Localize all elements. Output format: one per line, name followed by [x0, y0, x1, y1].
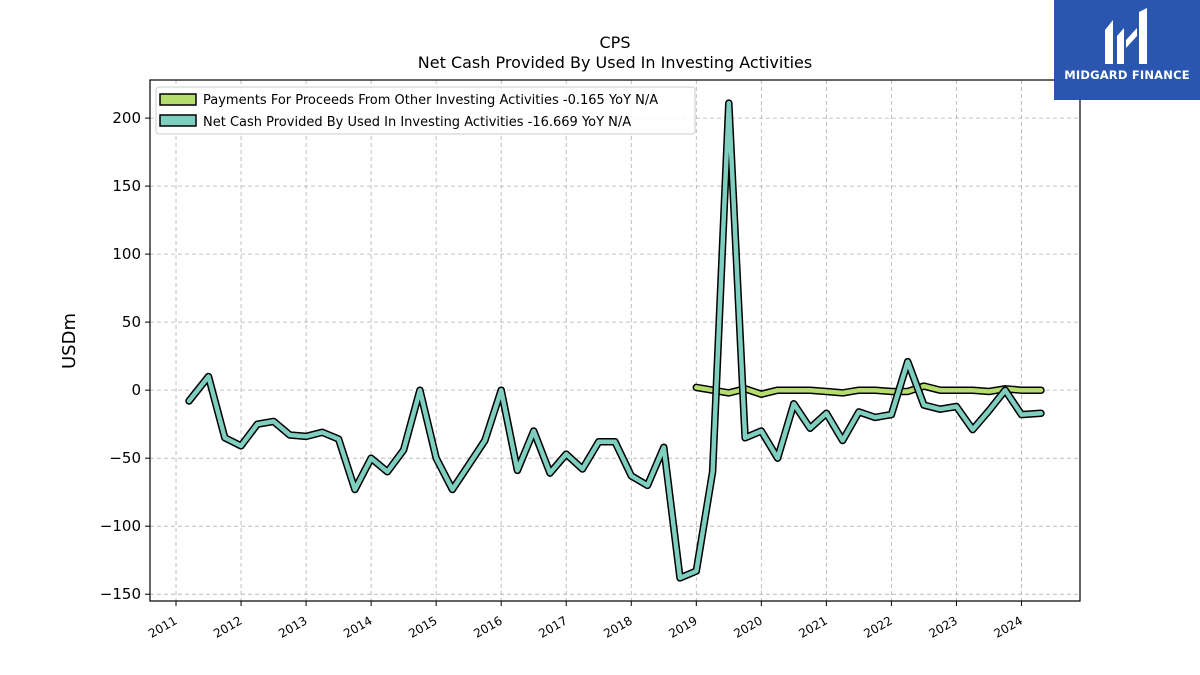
x-tick-label: 2019: [666, 613, 699, 640]
x-tick-label: 2012: [211, 613, 244, 640]
legend-label-net-cash: Net Cash Provided By Used In Investing A…: [203, 115, 631, 130]
legend-label-payments: Payments For Proceeds From Other Investi…: [203, 93, 658, 108]
y-axis-label: USDm: [59, 313, 80, 369]
grid: [150, 80, 1080, 601]
x-tick-label: 2017: [536, 613, 569, 640]
y-tick-label: 150: [112, 177, 141, 195]
series-line-net-cash: [186, 100, 1044, 581]
legend-swatch-payments: [159, 93, 197, 106]
logo-text: MIDGARD FINANCE: [1064, 68, 1190, 82]
legend-swatch-net-cash: [159, 114, 197, 127]
midgard-logo-icon: [1105, 8, 1147, 64]
x-tick-label: 2016: [471, 613, 504, 640]
legend-box: [155, 86, 696, 135]
x-tick-label: 2023: [926, 613, 959, 640]
y-tick-label: −50: [109, 449, 141, 467]
x-tick-label: 2011: [146, 613, 179, 640]
y-tick-label: 200: [112, 109, 141, 127]
y-tick-label: −100: [100, 517, 141, 535]
y-tick-label: 0: [131, 381, 141, 399]
axes: −150 −100 −50 0 50 100 150 200 2011 2012 2013 2014 2…: [100, 109, 1025, 641]
x-tick-label: 2020: [731, 613, 764, 640]
series-layer: [185, 99, 1045, 582]
chart-subtitle: Net Cash Provided By Used In Investing A…: [418, 53, 812, 72]
x-tick-label: 2015: [406, 613, 439, 640]
x-tick-label: 2014: [341, 613, 374, 640]
series-line-net-cash-outline: [185, 99, 1045, 582]
plot-frame: [149, 79, 1081, 602]
midgard-finance-logo: MIDGARD FINANCE: [1054, 0, 1200, 100]
y-tick-label: 50: [122, 313, 141, 331]
series-line-payments: [694, 383, 1044, 397]
legend: Payments For Proceeds From Other Investi…: [155, 86, 696, 135]
chart-title: CPS: [600, 33, 631, 52]
x-tick-label: 2022: [861, 613, 894, 640]
x-tick-label: 2018: [601, 613, 634, 640]
y-tick-label: −150: [100, 585, 141, 603]
y-tick-label: 100: [112, 245, 141, 263]
x-tick-label: 2021: [796, 613, 829, 640]
x-tick-label: 2024: [992, 613, 1025, 640]
x-tick-label: 2013: [276, 613, 309, 640]
